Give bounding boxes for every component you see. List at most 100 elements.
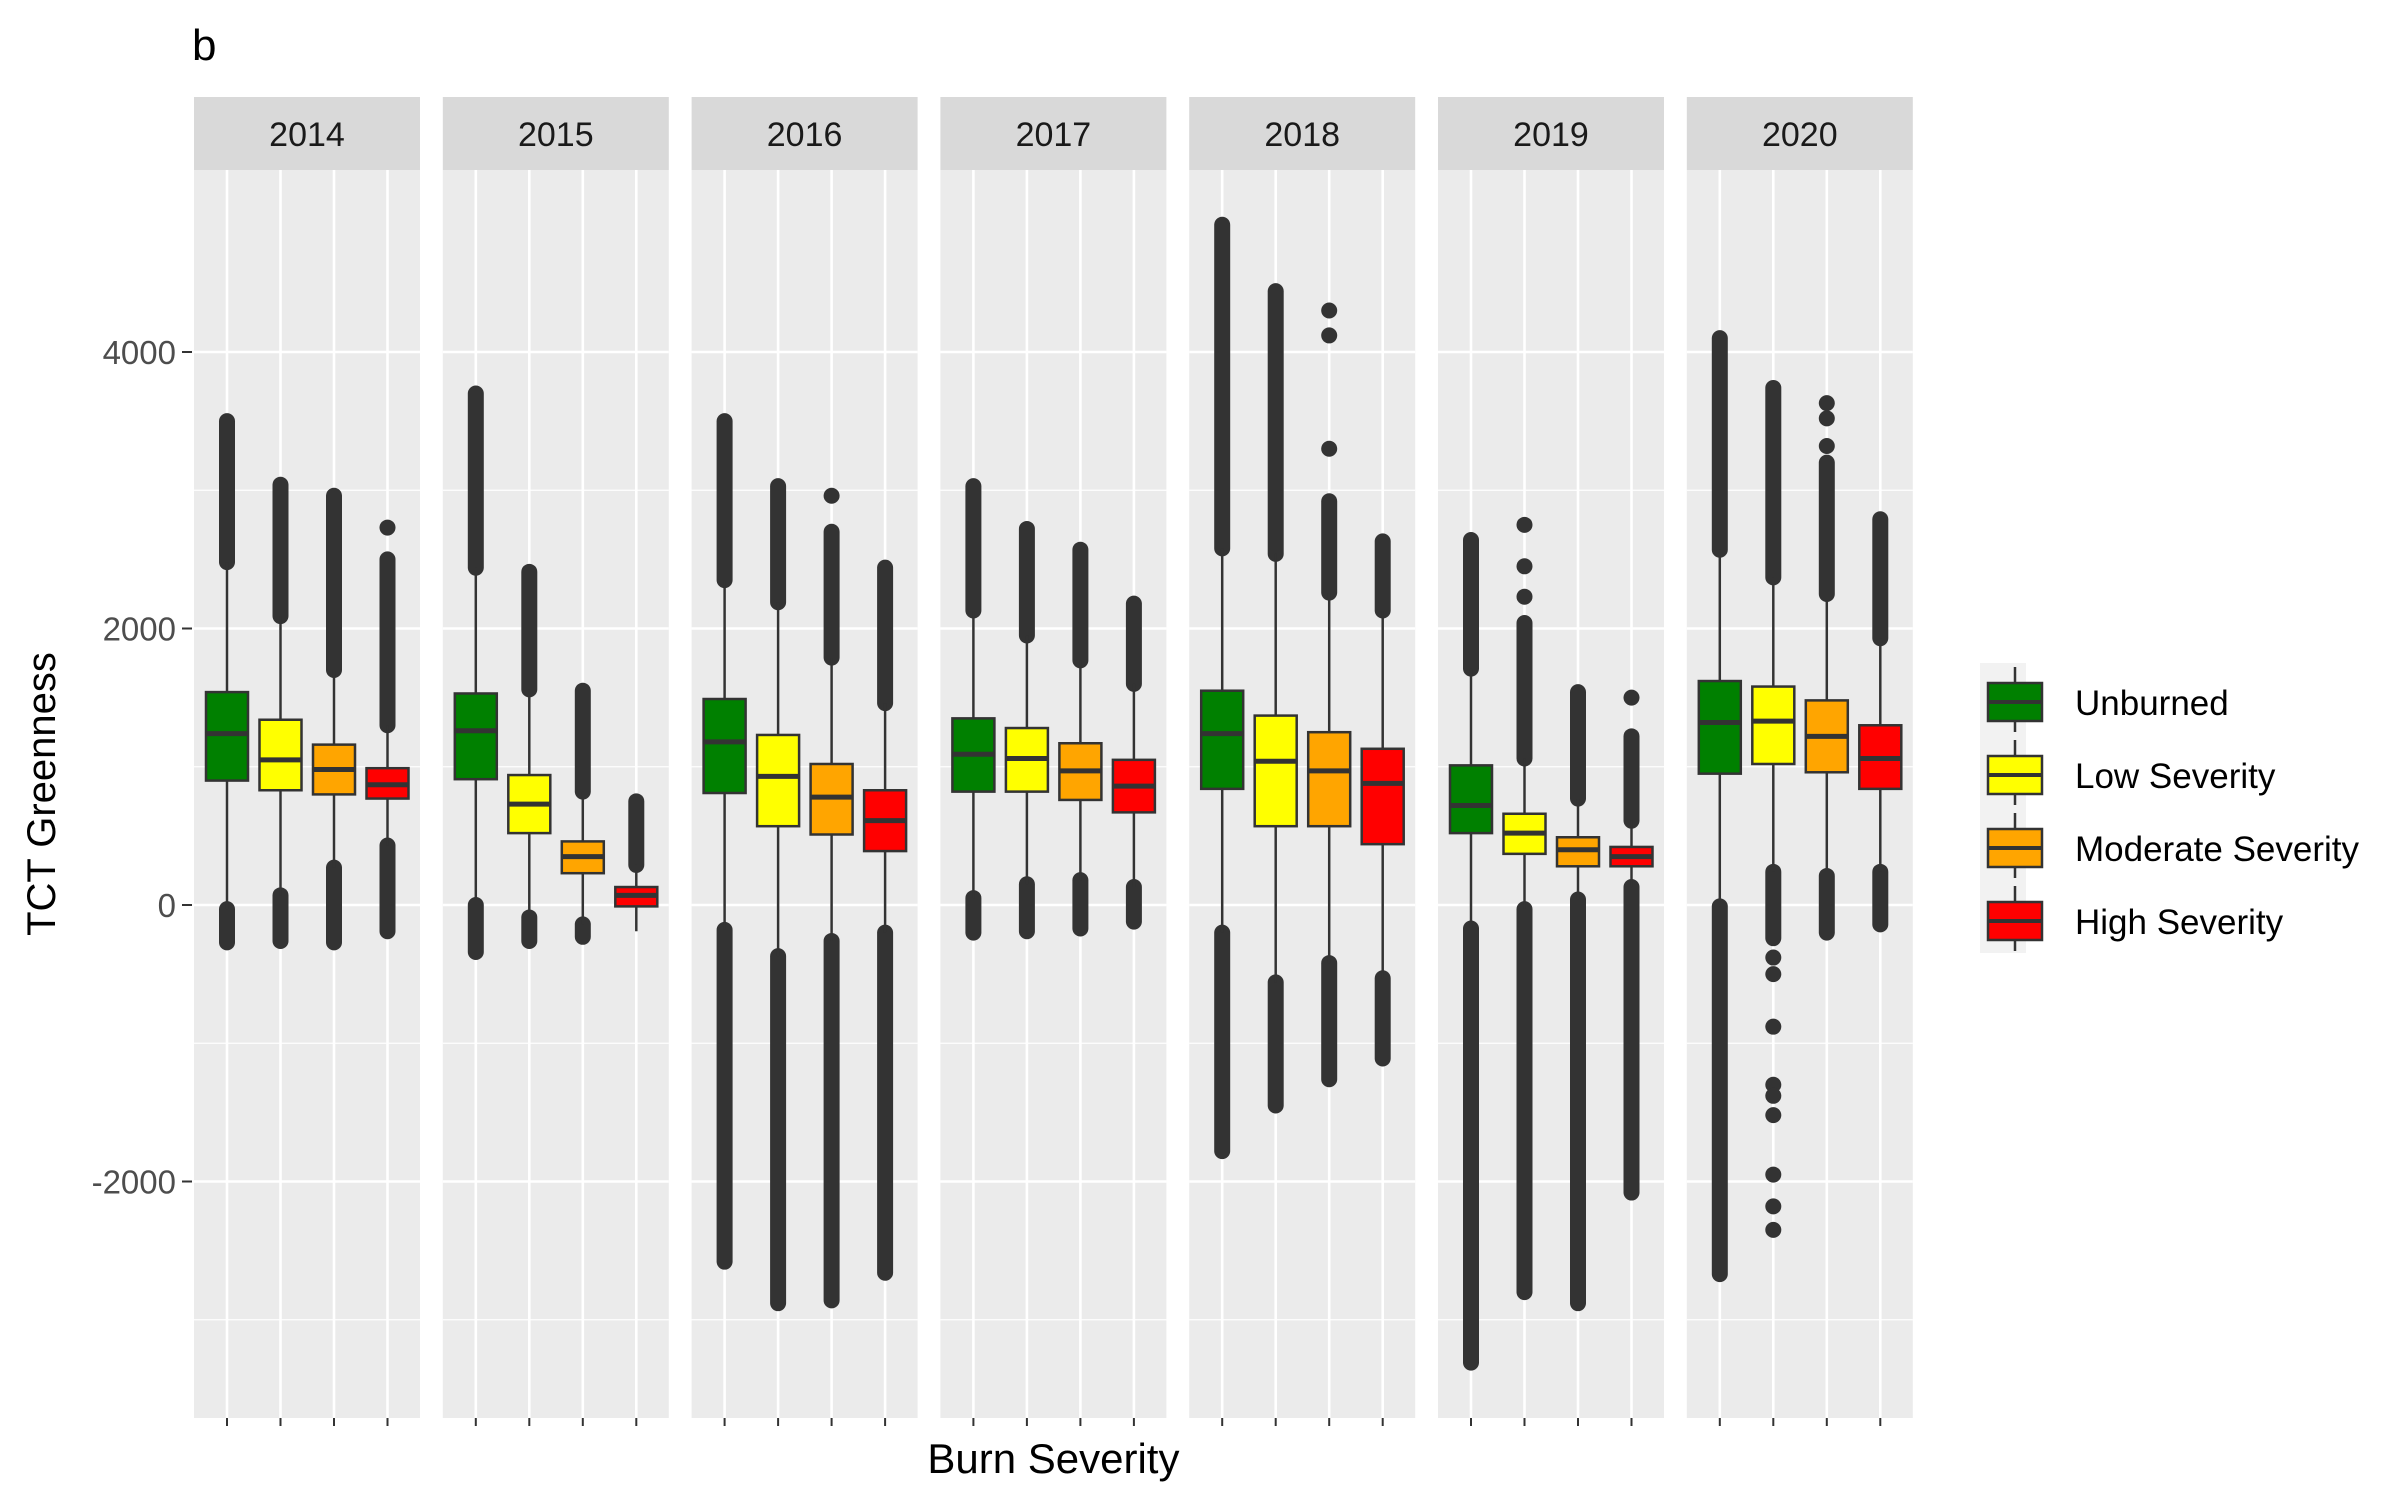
y-axis-title: TCT Greenness	[20, 652, 64, 936]
legend-item-low-severity: Low Severity	[1986, 740, 2276, 805]
boxplot-2017-moderate-severity	[1058, 541, 1103, 937]
panel-background	[442, 170, 669, 1418]
box-iqr	[1697, 679, 1743, 775]
outlier-point	[1765, 1087, 1782, 1104]
boxplot-2018-high-severity	[1360, 533, 1405, 1067]
outlier-point	[1765, 1018, 1782, 1035]
outlier-point	[1516, 588, 1533, 605]
box-iqr	[1448, 764, 1494, 835]
box-iqr	[755, 733, 801, 828]
boxplot-2014-unburned	[204, 413, 250, 951]
boxplot-2020-moderate-severity	[1804, 395, 1850, 941]
boxplot-2017-low-severity	[1004, 520, 1050, 940]
facet-panel-2018: 2018	[1189, 97, 1416, 1426]
boxplot-2019-moderate-severity	[1555, 684, 1601, 1312]
box-iqr	[1199, 689, 1245, 791]
boxplot-2018-unburned	[1199, 216, 1245, 1160]
box-iqr	[1306, 730, 1352, 828]
outlier-point	[823, 487, 840, 504]
box-iqr	[1360, 747, 1405, 846]
legend-item-unburned: Unburned	[1986, 667, 2229, 732]
outlier-point	[1818, 410, 1835, 427]
boxplot-2018-low-severity	[1253, 283, 1298, 1114]
facet-strip	[691, 97, 918, 170]
box-iqr	[1253, 714, 1298, 828]
boxplot-2014-low-severity	[258, 476, 303, 949]
facet-panel-2017: 2017	[940, 97, 1167, 1426]
box-iqr	[204, 690, 250, 782]
facet-strip	[1686, 97, 1913, 170]
boxplot-2016-moderate-severity	[809, 487, 854, 1309]
box-iqr	[453, 692, 499, 781]
outlier-point	[1623, 689, 1640, 706]
boxplot-2020-low-severity	[1751, 379, 1796, 1238]
y-tick-label: 4000	[103, 334, 176, 371]
facet-strip-label: 2016	[767, 116, 843, 154]
legend-label: Low Severity	[2075, 757, 2276, 796]
facet-strip	[194, 97, 420, 170]
outlier-point	[1321, 302, 1338, 319]
facet-panel-2016: 2016	[691, 97, 918, 1426]
boxplot-2020-high-severity	[1858, 511, 1903, 933]
outlier-point	[379, 519, 396, 536]
box-iqr	[258, 718, 303, 792]
facet-strip-label: 2017	[1016, 116, 1092, 154]
legend-label: Moderate Severity	[2075, 830, 2360, 869]
boxplot-2020-unburned	[1697, 330, 1743, 1283]
legend-label: High Severity	[2075, 903, 2284, 942]
boxplot-2018-moderate-severity	[1306, 302, 1352, 1088]
y-tick-label: -2000	[92, 1164, 176, 1201]
y-tick-label: 0	[158, 887, 176, 924]
boxplot-2016-unburned	[702, 413, 747, 1270]
box-iqr	[1751, 685, 1796, 766]
outlier-point	[1321, 327, 1338, 344]
outlier-point	[1765, 949, 1782, 966]
boxplot-2015-low-severity	[507, 563, 552, 949]
outlier-point	[1765, 1076, 1782, 1093]
outlier-point	[1818, 438, 1835, 455]
boxplot-2015-high-severity	[614, 793, 659, 932]
facet-strip-label: 2015	[518, 116, 594, 154]
boxplot-2014-moderate-severity	[311, 487, 357, 951]
boxplot-2016-low-severity	[755, 478, 801, 1312]
legend-item-moderate-severity: Moderate Severity	[1986, 813, 2360, 878]
outlier-point	[1765, 1198, 1782, 1215]
legend-label: Unburned	[2075, 684, 2229, 723]
facet-panel-2019: 2019	[1438, 97, 1664, 1426]
boxplot-2015-moderate-severity	[560, 682, 606, 945]
facet-panel-2015: 2015	[442, 97, 669, 1426]
boxplot-2019-high-severity	[1609, 689, 1654, 1201]
panel-label: b	[192, 21, 216, 70]
boxplot-2019-unburned	[1448, 532, 1494, 1371]
facet-panel-2014: 2014	[194, 97, 420, 1426]
facet-strip-label: 2018	[1264, 116, 1340, 154]
outlier-point	[1765, 966, 1782, 983]
boxplot-2017-high-severity	[1111, 595, 1157, 930]
boxplot-2016-high-severity	[862, 559, 908, 1281]
outlier-point	[1765, 1107, 1782, 1124]
box-iqr	[702, 697, 747, 795]
facet-strip	[442, 97, 669, 170]
boxplot-2014-high-severity	[365, 519, 410, 940]
boxplot-2019-low-severity	[1502, 516, 1547, 1301]
outlier-point	[1321, 440, 1338, 457]
facet-panel-2020: 2020	[1686, 97, 1913, 1426]
facet-strip	[1189, 97, 1416, 170]
x-axis-title: Burn Severity	[927, 1435, 1179, 1482]
facet-strip	[940, 97, 1167, 170]
outlier-point	[1516, 558, 1533, 575]
legend-item-high-severity: High Severity	[1986, 886, 2284, 951]
boxplot-2017-unburned	[951, 478, 996, 941]
outlier-point	[1818, 395, 1835, 412]
boxplot-2015-unburned	[453, 385, 499, 961]
outlier-point	[1765, 1166, 1782, 1183]
legend: Unburned Low Severity Moderate Severity Hig…	[1980, 663, 2360, 953]
y-tick-label: 2000	[103, 611, 176, 648]
facet-strip	[1438, 97, 1664, 170]
outlier-point	[1516, 516, 1533, 533]
facet-strip-label: 2019	[1513, 116, 1589, 154]
facet-strip-label: 2020	[1762, 116, 1838, 154]
outlier-point	[1765, 1221, 1782, 1238]
